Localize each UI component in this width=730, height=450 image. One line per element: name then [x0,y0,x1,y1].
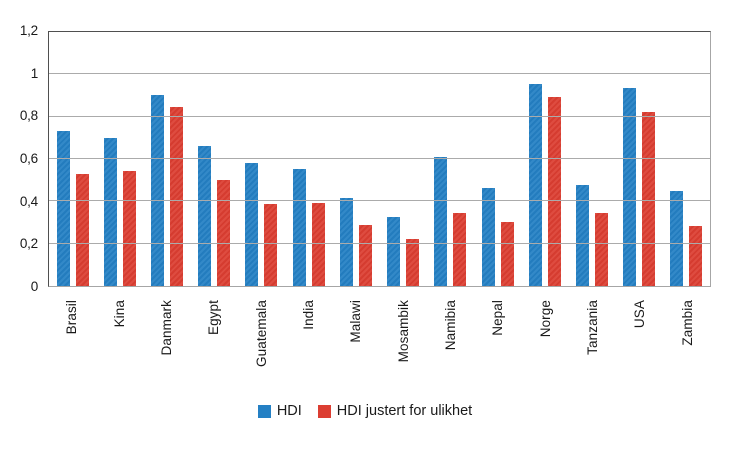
x-label-nepal: Nepal [490,300,506,336]
bar-hdi-justert-for-ulikhet-zambia [689,226,703,286]
x-label-cell-egypt: Egypt [190,300,237,386]
bar-hdi-justert-for-ulikhet-danmark [170,107,184,286]
bar-group-egypt [191,32,238,286]
bar-group-namibia [427,32,474,286]
x-label-usa: USA [632,300,648,329]
x-axis: Brasil Kina Danmark Egypt Guatemala India Mala… [48,300,711,386]
bar-hdi-nepal [481,188,495,286]
bar-group-tanzania [568,32,615,286]
legend-swatch-hdi-justert [317,404,331,418]
x-label-cell-danmark: Danmark [143,300,190,386]
x-label-egypt: Egypt [206,300,222,336]
bar-hdi-justert-for-ulikhet-nepal [500,221,514,286]
bar-hdi-justert-for-ulikhet-guatemala [264,203,278,286]
bar-hdi-justert-for-ulikhet-egypt [217,179,231,286]
bar-hdi-norge [528,83,542,286]
bar-hdi-guatemala [245,163,259,286]
x-label-cell-malawi: Malawi [332,300,379,386]
bar-hdi-justert-for-ulikhet-usa [642,112,656,286]
bar-group-usa [616,32,663,286]
bar-hdi-danmark [151,95,165,286]
x-label-india: India [300,300,316,330]
x-label-cell-usa: USA [616,300,663,386]
y-tick-label-1-2: 1,2 [19,23,38,39]
bar-hdi-justert-for-ulikhet-norge [547,96,561,286]
x-label-cell-mosambik: Mosambik [380,300,427,386]
x-label-cell-guatemala: Guatemala [237,300,284,386]
legend-label-hdi: HDI [276,403,302,419]
bar-hdi-namibia [434,157,448,286]
bar-hdi-justert-for-ulikhet-mosambik [406,239,420,286]
y-tick-label-0: 0 [30,279,39,295]
y-tick-label-0-2: 0,2 [19,236,38,252]
bar-group-brasil [49,32,96,286]
bar-hdi-tanzania [576,185,590,286]
bar-group-zambia [663,32,710,286]
x-label-mosambik: Mosambik [395,300,411,363]
x-label-guatemala: Guatemala [253,300,269,367]
bar-group-malawi [332,32,379,286]
x-label-cell-nepal: Nepal [474,300,521,386]
legend-item-hdi: HDI [257,403,302,419]
bar-group-mosambik [380,32,427,286]
x-label-brasil: Brasil [64,300,80,335]
x-label-tanzania: Tanzania [585,300,601,355]
bar-hdi-justert-for-ulikhet-malawi [358,225,372,286]
x-label-malawi: Malawi [348,300,364,343]
x-label-cell-norge: Norge [522,300,569,386]
bar-hdi-mosambik [387,216,401,286]
bar-hdi-kina [103,138,117,286]
x-label-danmark: Danmark [158,300,174,356]
x-label-cell-namibia: Namibia [427,300,474,386]
bar-group-guatemala [238,32,285,286]
x-label-cell-zambia: Zambia [664,300,711,386]
bar-hdi-brasil [56,131,70,286]
bar-hdi-usa [623,87,637,286]
y-tick-label-0-8: 0,8 [19,108,38,124]
legend: HDI HDI justert for ulikhet [0,403,730,419]
x-label-norge: Norge [537,300,553,338]
bar-group-india [285,32,332,286]
bar-hdi-egypt [198,145,212,286]
bar-hdi-justert-for-ulikhet-kina [122,171,136,286]
legend-swatch-hdi [257,404,271,418]
y-tick-label-1: 1 [30,65,39,81]
bar-group-norge [521,32,568,286]
x-label-kina: Kina [111,300,127,328]
bar-group-nepal [474,32,521,286]
y-tick-label-0-6: 0,6 [19,151,38,167]
x-label-cell-india: India [285,300,332,386]
x-label-zambia: Zambia [679,300,695,346]
bar-hdi-justert-for-ulikhet-namibia [453,213,467,286]
bar-hdi-zambia [670,191,684,286]
x-label-cell-tanzania: Tanzania [569,300,616,386]
plot-area [48,31,711,287]
bar-group-danmark [143,32,190,286]
legend-item-hdi-justert: HDI justert for ulikhet [317,403,473,419]
y-tick-label-0-4: 0,4 [19,193,38,209]
x-label-cell-kina: Kina [95,300,142,386]
y-axis: 0 0,2 0,4 0,6 0,8 1 1,2 [0,23,40,294]
bar-hdi-india [292,168,306,286]
bar-hdi-justert-for-ulikhet-tanzania [595,212,609,286]
x-label-namibia: Namibia [443,300,459,351]
bar-hdi-justert-for-ulikhet-india [311,203,325,286]
bar-hdi-malawi [339,197,353,286]
legend-label-hdi-justert: HDI justert for ulikhet [336,403,473,419]
bar-hdi-justert-for-ulikhet-brasil [75,173,89,286]
bars-layer [49,32,710,286]
bar-group-kina [96,32,143,286]
x-label-cell-brasil: Brasil [48,300,95,386]
